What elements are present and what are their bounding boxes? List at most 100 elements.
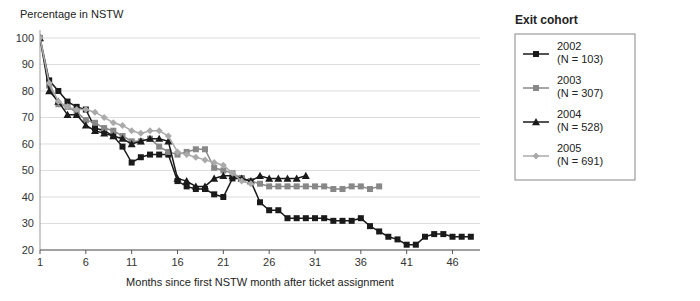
point — [275, 183, 281, 189]
point — [156, 127, 163, 134]
x-tick — [223, 250, 224, 254]
point — [202, 146, 208, 152]
x-tick-label: 26 — [263, 256, 275, 268]
x-tick-label: 41 — [401, 256, 413, 268]
point — [219, 172, 227, 179]
legend-label-line: (N = 691) — [557, 155, 603, 167]
point — [193, 146, 199, 152]
point — [192, 182, 200, 189]
point — [155, 135, 163, 142]
legend-box — [515, 34, 635, 180]
point — [192, 154, 199, 161]
legend-marker — [533, 51, 539, 57]
point — [321, 183, 327, 189]
point — [284, 174, 292, 181]
series-line — [40, 38, 306, 186]
point — [440, 231, 446, 237]
point — [450, 234, 456, 240]
point — [422, 234, 428, 240]
point — [376, 228, 382, 234]
grid-line — [40, 64, 480, 65]
point — [183, 177, 191, 184]
point — [468, 234, 474, 240]
point — [147, 136, 153, 142]
x-tick-label: 1 — [37, 256, 43, 268]
legend-marker — [533, 153, 540, 160]
legend-label: 2004(N = 528) — [557, 108, 603, 133]
point — [367, 223, 373, 229]
x-tick — [452, 250, 453, 254]
point — [302, 172, 310, 179]
legend-label: 2002(N = 103) — [557, 40, 603, 65]
point — [110, 119, 117, 126]
point — [274, 174, 282, 181]
point — [459, 234, 465, 240]
x-tick-label: 11 — [126, 256, 137, 268]
point — [109, 132, 117, 139]
point — [211, 159, 218, 166]
point — [266, 183, 272, 189]
point — [395, 236, 401, 242]
point — [247, 180, 254, 187]
grid-line — [40, 196, 480, 197]
point — [238, 178, 245, 185]
x-tick — [40, 250, 41, 254]
point — [330, 218, 336, 224]
point — [349, 183, 355, 189]
legend: 2002(N = 103) 2003(N = 307) 2004(N = 528) 2… — [515, 34, 635, 180]
point — [303, 215, 309, 221]
point — [40, 34, 44, 41]
point — [210, 174, 218, 181]
point — [183, 151, 190, 158]
legend-label-line: 2002 — [557, 40, 581, 52]
point — [55, 98, 62, 105]
point — [349, 218, 355, 224]
y-tick-label: 100 — [16, 32, 34, 44]
y-tick-label: 80 — [22, 85, 34, 97]
point — [82, 106, 89, 113]
point — [184, 183, 190, 189]
point — [285, 183, 291, 189]
x-tick-label: 16 — [171, 256, 183, 268]
point — [413, 242, 419, 248]
point — [128, 127, 135, 134]
x-tick — [315, 250, 316, 254]
legend-label: 2003(N = 307) — [557, 74, 603, 99]
legend-title: Exit cohort — [515, 13, 578, 27]
point — [321, 215, 327, 221]
point — [303, 183, 309, 189]
point — [385, 234, 391, 240]
point — [404, 242, 410, 248]
point — [330, 186, 336, 192]
point — [376, 183, 382, 189]
point — [156, 144, 162, 150]
point — [174, 174, 182, 181]
point — [100, 129, 108, 136]
point — [312, 183, 318, 189]
point — [431, 231, 437, 237]
y-tick-label: 20 — [22, 244, 34, 256]
point — [285, 215, 291, 221]
point — [65, 104, 71, 110]
y-tick-label: 60 — [22, 138, 34, 150]
grid-line — [40, 223, 480, 224]
series-line — [40, 38, 251, 184]
point — [265, 174, 273, 181]
x-tick — [131, 250, 132, 254]
point — [138, 154, 144, 160]
point — [165, 133, 172, 140]
point — [73, 106, 80, 113]
point — [40, 34, 44, 41]
point — [55, 88, 61, 94]
point — [137, 137, 145, 144]
y-tick-label: 30 — [22, 217, 34, 229]
x-tick-label: 21 — [217, 256, 229, 268]
point — [256, 172, 264, 179]
point — [340, 218, 346, 224]
x-tick-label: 31 — [309, 256, 321, 268]
y-tick-label: 70 — [22, 111, 34, 123]
grid-line — [40, 37, 480, 38]
y-axis — [40, 30, 41, 250]
legend-label: 2005(N = 691) — [557, 142, 603, 167]
series-line — [40, 38, 471, 245]
